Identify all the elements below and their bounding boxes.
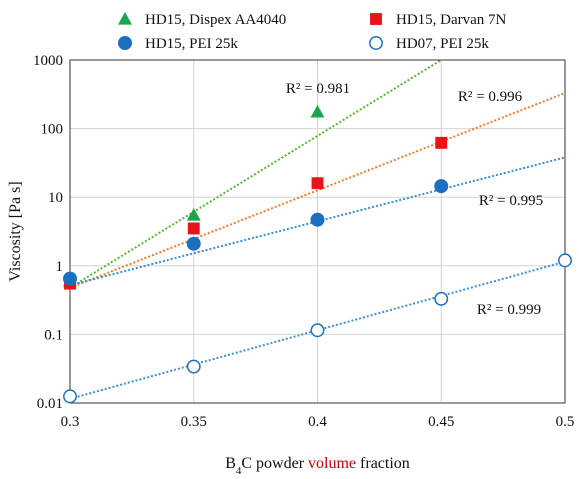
data-point (434, 179, 449, 194)
y-axis-title: Viscosity [Pa s] (7, 181, 24, 281)
y-tick-label: 1 (56, 259, 64, 275)
x-axis-title-part: fraction (356, 455, 410, 472)
legend-label: HD15, Darvan 7N (396, 12, 507, 28)
y-tick-label: 0.1 (44, 327, 63, 343)
legend-marker (118, 36, 132, 50)
x-axis-title-part: B (225, 455, 236, 472)
legend: HD15, Dispex AA4040 HD15, Darvan 7N HD15, … (118, 12, 507, 52)
data-point (434, 291, 449, 306)
data-point (558, 253, 572, 268)
data-point (435, 136, 448, 149)
r-squared-labels: R² = 0.981 R² = 0.996 R² = 0.995 R² = 0.999 (286, 81, 543, 318)
x-axis-title-part: 4 (236, 465, 242, 477)
x-axis-title: B4C powder volume fraction (225, 455, 410, 477)
r-squared-label: R² = 0.981 (286, 81, 350, 97)
r-squared-label: R² = 0.995 (479, 193, 543, 209)
data-point (186, 359, 201, 374)
data-point (187, 222, 200, 235)
x-axis-title-part: C powder (241, 455, 308, 472)
legend-label: HD15, PEI 25k (145, 36, 238, 52)
r-squared-label: R² = 0.996 (458, 89, 523, 105)
x-tick-label: 0.5 (556, 414, 575, 430)
plot-frame (69, 59, 566, 404)
legend-marker (369, 36, 383, 50)
legend-marker (118, 12, 132, 25)
x-tick-label: 0.45 (428, 414, 454, 430)
y-tick-labels: 0.01 0.1 1 10 100 1000 (33, 53, 63, 412)
y-tick-label: 10 (48, 190, 63, 206)
legend-marker (370, 13, 382, 25)
legend-label: HD07, PEI 25k (396, 36, 489, 52)
trendline (70, 60, 442, 289)
legend-label: HD15, Dispex AA4040 (145, 12, 286, 28)
y-tick-label: 100 (41, 122, 64, 138)
x-tick-label: 0.3 (61, 414, 80, 430)
data-point (311, 177, 324, 190)
data-points (63, 104, 572, 404)
data-point (186, 236, 201, 251)
y-tick-label: 0.01 (37, 396, 63, 412)
x-tick-label: 0.4 (308, 414, 327, 430)
data-point (310, 323, 325, 338)
data-point (186, 208, 201, 221)
y-tick-label: 1000 (33, 53, 63, 69)
x-tick-labels: 0.3 0.35 0.4 0.45 0.5 (61, 414, 575, 430)
x-tick-label: 0.35 (181, 414, 207, 430)
r-squared-label: R² = 0.999 (477, 302, 541, 318)
data-point (310, 104, 325, 118)
trendline (70, 92, 565, 289)
data-point (63, 389, 77, 404)
data-point (310, 212, 325, 227)
x-axis-title-highlight: volume (308, 455, 356, 472)
trendline (70, 156, 565, 287)
data-point (63, 271, 77, 286)
